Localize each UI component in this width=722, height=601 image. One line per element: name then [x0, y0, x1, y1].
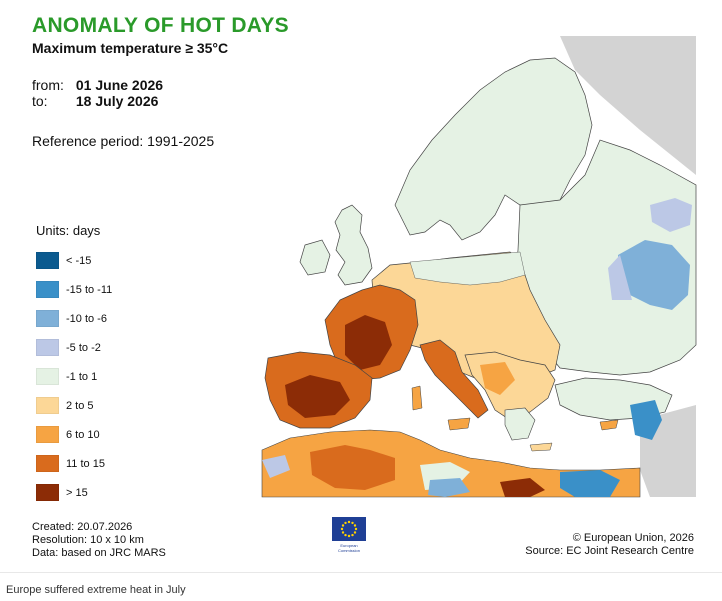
legend-swatch	[36, 281, 59, 298]
negative-anomaly-russia-north	[650, 198, 692, 232]
turkey-south-negative	[630, 400, 662, 440]
greece	[504, 407, 536, 441]
figure-caption: Europe suffered extreme heat in July	[6, 584, 186, 596]
egypt-negative	[560, 470, 620, 497]
legend-item: -5 to -2	[36, 333, 176, 362]
outside-domain-area	[560, 36, 696, 175]
legend-label: -5 to -2	[66, 341, 101, 354]
central-europe-landmass	[371, 251, 561, 386]
morocco-negative	[262, 455, 290, 478]
legend-label: > 15	[66, 486, 88, 499]
legend-item: -10 to -6	[36, 304, 176, 333]
map-title: ANOMALY OF HOT DAYS	[32, 14, 289, 37]
crete	[529, 442, 553, 452]
legend-item: 2 to 5	[36, 391, 176, 420]
ec-name-line2: Commission	[337, 548, 360, 553]
legend-item: 6 to 10	[36, 420, 176, 449]
legend-swatch	[36, 339, 59, 356]
period-to: to: 18 July 2026	[32, 93, 158, 109]
legend-item: < -15	[36, 246, 176, 275]
ec-name-line1: European	[340, 543, 358, 548]
legend-label: -10 to -6	[66, 312, 107, 325]
data-source: Data: based on JRC MARS	[32, 547, 166, 559]
copyright: © European Union, 2026	[572, 532, 694, 544]
negative-anomaly-russia	[618, 240, 690, 310]
to-date: 18 July 2026	[75, 93, 159, 109]
north-germany-poland	[409, 251, 526, 286]
ireland	[299, 239, 331, 276]
north-africa-extreme	[310, 445, 395, 490]
legend-swatch	[36, 397, 59, 414]
legend-item: > 15	[36, 478, 176, 507]
legend-swatch	[36, 484, 59, 501]
map-figure: ANOMALY OF HOT DAYS Maximum temperature …	[32, 14, 697, 561]
map-legend: Units: days < -15 -15 to -11 -10 to -6 -…	[36, 223, 176, 507]
france-extreme	[345, 315, 392, 370]
created-date: Created: 20.07.2026	[32, 521, 133, 533]
europe-anomaly-map	[261, 36, 697, 498]
from-date: 01 June 2026	[75, 77, 164, 93]
legend-swatch	[36, 368, 59, 385]
sardinia	[411, 385, 423, 411]
legend-item: -15 to -11	[36, 275, 176, 304]
source-credit: Source: EC Joint Research Centre	[525, 545, 694, 557]
legend-label: 11 to 15	[66, 457, 105, 470]
north-africa-negative	[428, 478, 470, 497]
legend-swatch	[36, 310, 59, 327]
iberia-extreme	[285, 375, 350, 418]
legend-label: 6 to 10	[66, 428, 100, 441]
legend-label: 2 to 5	[66, 399, 94, 412]
libya-extreme	[500, 478, 545, 497]
legend-swatch	[36, 426, 59, 443]
sicily	[447, 417, 471, 431]
reference-period: Reference period: 1991-2025	[32, 133, 215, 149]
negative-anomaly-russia-light	[608, 255, 632, 300]
eu-flag-icon	[332, 517, 366, 541]
legend-item: -1 to 1	[36, 362, 176, 391]
legend-title: Units: days	[36, 223, 101, 238]
map-metadata: Created: 20.07.2026 Resolution: 10 x 10 …	[32, 521, 166, 560]
legend-swatch	[36, 252, 59, 269]
caption-divider	[0, 572, 722, 573]
great-britain	[334, 204, 373, 286]
period-from: from: 01 June 2026	[32, 77, 163, 93]
map-credits: © European Union, 2026 Source: EC Joint …	[525, 532, 694, 558]
legend-item: 11 to 15	[36, 449, 176, 478]
from-label: from:	[32, 77, 64, 93]
ec-name: European Commission	[326, 543, 372, 553]
balkans-hot	[480, 362, 515, 395]
resolution: Resolution: 10 x 10 km	[32, 534, 144, 546]
european-commission-logo: European Commission	[326, 517, 372, 561]
map-subtitle: Maximum temperature ≥ 35°C	[32, 40, 229, 56]
cyprus	[599, 419, 619, 431]
to-label: to:	[32, 93, 48, 109]
scandinavia-landmass	[394, 57, 593, 241]
italy	[419, 339, 489, 419]
legend-label: < -15	[66, 254, 92, 267]
legend-label: -1 to 1	[66, 370, 98, 383]
legend-swatch	[36, 455, 59, 472]
legend-label: -15 to -11	[66, 283, 113, 296]
